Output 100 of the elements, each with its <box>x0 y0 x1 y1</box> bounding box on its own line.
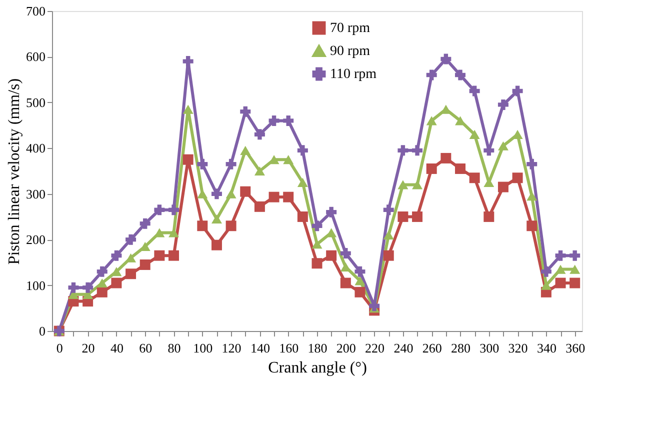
point <box>154 250 165 261</box>
point <box>540 266 552 277</box>
x-tick-label: 300 <box>480 340 500 356</box>
x-tick-label: 100 <box>193 340 213 356</box>
point <box>455 116 466 126</box>
x-tick-label: 200 <box>336 340 356 356</box>
x-tick-label: 260 <box>422 340 442 356</box>
point <box>383 230 394 240</box>
point <box>426 70 437 80</box>
point <box>211 214 222 224</box>
point <box>240 186 251 197</box>
point <box>254 129 265 140</box>
point <box>297 178 308 187</box>
point <box>440 54 452 64</box>
point <box>197 158 208 170</box>
point <box>283 192 294 202</box>
x-tick-label: 20 <box>82 340 95 356</box>
x-tick-label: 40 <box>110 340 124 356</box>
point <box>96 266 108 277</box>
x-tick-label: 340 <box>536 340 556 356</box>
point <box>383 250 394 261</box>
x-tick-label: 160 <box>279 340 299 356</box>
point <box>240 106 251 117</box>
point <box>283 115 294 126</box>
point <box>240 146 251 155</box>
point <box>96 278 108 288</box>
point <box>283 155 294 164</box>
point <box>354 286 366 298</box>
point <box>126 268 136 280</box>
point <box>268 115 280 126</box>
point <box>412 180 423 190</box>
point <box>469 86 480 96</box>
x-tick-label: 320 <box>508 340 528 356</box>
point <box>469 172 480 184</box>
point <box>398 145 408 156</box>
point <box>326 250 337 261</box>
point <box>140 259 150 270</box>
x-tick-label: 120 <box>222 340 242 356</box>
x-axis-title: Crank angle (°) <box>268 360 367 376</box>
point <box>197 220 208 232</box>
point <box>154 228 165 238</box>
point <box>570 264 580 274</box>
point <box>555 278 566 288</box>
point <box>412 145 423 156</box>
legend-label: 90 rpm <box>330 44 370 59</box>
legend-label: 70 rpm <box>330 21 370 36</box>
point <box>426 116 437 126</box>
x-tick-label: 80 <box>168 340 181 356</box>
point <box>140 218 150 229</box>
point <box>498 182 508 192</box>
point <box>68 282 79 293</box>
point <box>254 201 265 212</box>
point <box>168 204 179 216</box>
point <box>526 158 538 170</box>
point <box>182 104 194 114</box>
point <box>512 86 523 96</box>
point <box>96 286 108 298</box>
point <box>111 278 122 288</box>
point <box>326 228 337 238</box>
point <box>398 180 408 190</box>
point <box>354 266 366 277</box>
point <box>498 99 508 110</box>
point <box>555 250 566 261</box>
x-tick-label: 360 <box>566 340 586 356</box>
point <box>526 192 538 201</box>
x-tick-label: 0 <box>56 340 63 356</box>
point <box>555 264 566 274</box>
point <box>426 163 437 174</box>
point <box>570 250 580 261</box>
point <box>82 282 94 293</box>
x-tick-label: 180 <box>308 340 328 356</box>
point <box>111 267 122 276</box>
point <box>182 56 194 67</box>
point <box>312 240 322 249</box>
point <box>312 258 322 269</box>
point <box>297 145 308 156</box>
point <box>440 152 452 164</box>
y-tick-label: 600 <box>26 49 46 64</box>
point <box>498 141 508 150</box>
point <box>297 211 308 222</box>
point <box>469 130 480 139</box>
legend-label: 110 rpm <box>330 67 377 82</box>
y-tick-label: 300 <box>26 186 46 202</box>
point <box>340 262 351 272</box>
x-tick-label: 220 <box>365 340 385 356</box>
point <box>126 253 136 262</box>
point <box>254 166 265 176</box>
point <box>455 70 466 80</box>
x-tick-label: 280 <box>450 340 470 356</box>
point <box>111 250 122 261</box>
point <box>168 228 179 238</box>
point <box>226 220 236 232</box>
point <box>412 211 423 222</box>
point <box>484 211 494 222</box>
x-tick-label: 60 <box>139 340 152 356</box>
point <box>226 189 236 198</box>
point <box>154 204 165 216</box>
point <box>455 163 466 174</box>
y-tick-label: 700 <box>26 4 46 18</box>
point <box>570 278 580 288</box>
